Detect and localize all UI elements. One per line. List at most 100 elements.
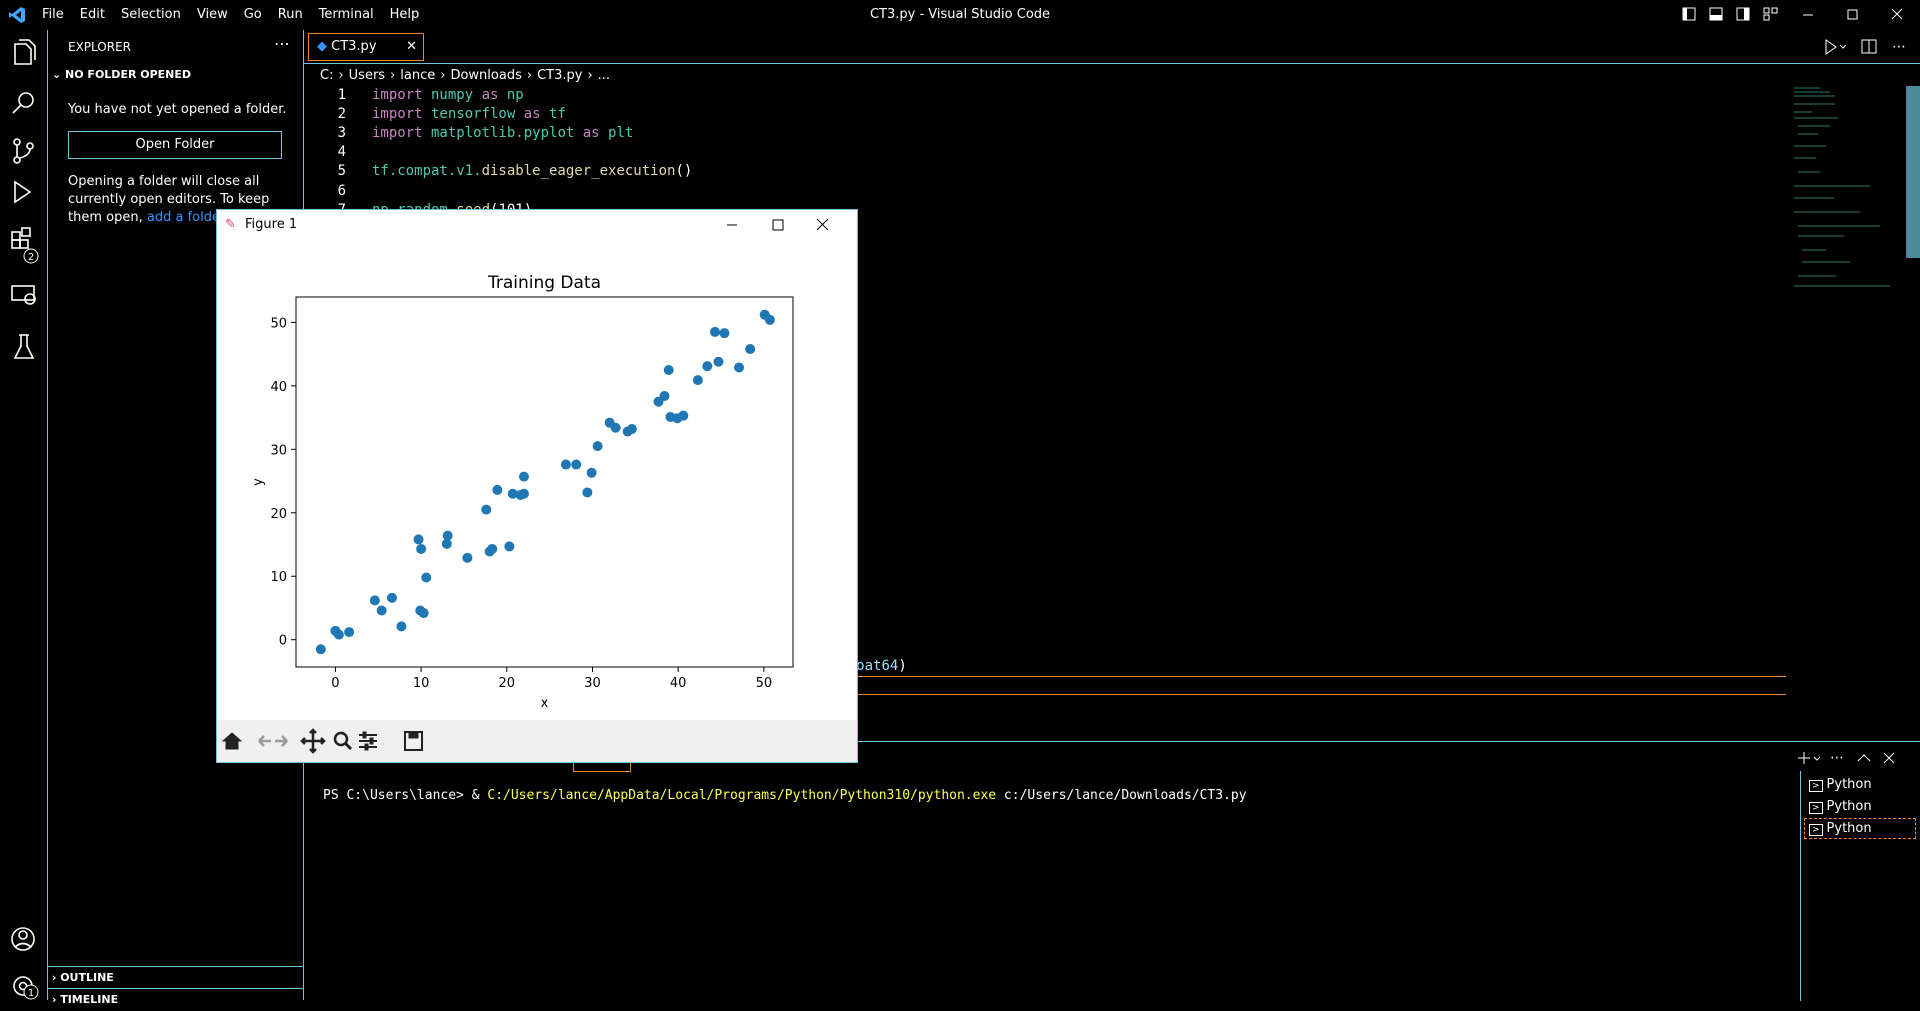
terminal-icon: > [1809, 802, 1823, 814]
scatter-point [369, 595, 380, 606]
breadcrumb-item[interactable]: ... [597, 68, 611, 83]
highlight-line [850, 676, 1786, 677]
menu-item[interactable]: File [42, 7, 64, 22]
scatter-point [376, 605, 387, 616]
breadcrumb-item[interactable]: lance [400, 68, 436, 83]
add-folder-link[interactable]: add a folder [146, 210, 226, 225]
figure-controls[interactable] [717, 215, 857, 235]
terminal-exe: C:/Users/lance/AppData/Local/Programs/Py… [487, 788, 997, 803]
panel-tab-indicator [573, 759, 631, 772]
sidebar-title: EXPLORER [68, 40, 131, 54]
scatter-point [518, 471, 529, 482]
y-tick-label: 20 [270, 507, 287, 522]
note-text: Opening a folder will close all currentl… [68, 174, 270, 225]
svg-text:⋯: ⋯ [1892, 39, 1906, 55]
scatter-point [734, 362, 745, 373]
menu-item[interactable]: Edit [79, 7, 105, 22]
figure-window: ✎ Figure 1 Training Data 0 10 20 30 40 50 0 10 20… [216, 209, 858, 763]
breadcrumb-item[interactable]: Users [348, 68, 386, 83]
message: You have not yet opened a folder. [68, 102, 287, 117]
scatter-point [592, 441, 603, 452]
line-number: 3 [337, 125, 346, 142]
breadcrumb-item[interactable]: C: [320, 68, 334, 83]
chart-title: Training Data [487, 273, 601, 293]
code-token: import [372, 125, 423, 142]
menu-item[interactable]: View [196, 7, 228, 22]
editor-actions[interactable]: ⋯ [1814, 38, 1920, 56]
code-token: () [675, 163, 693, 180]
more-button[interactable]: ⋯ [274, 34, 290, 53]
scatter-point [315, 644, 326, 655]
terminal-tab[interactable]: > Python [1804, 818, 1916, 839]
figure-titlebar: ✎ Figure 1 [217, 210, 857, 240]
svg-text:⋯: ⋯ [1830, 750, 1844, 766]
activity-icons[interactable]: 2 1 [0, 30, 47, 1000]
scatter-point [416, 543, 427, 554]
figure-title: Figure 1 [245, 217, 298, 232]
axes-frame [295, 296, 794, 668]
scatter-point [719, 328, 730, 339]
scatter-point [713, 356, 724, 367]
y-tick-label: 50 [270, 316, 287, 331]
figure-icon: ✎ [225, 217, 236, 232]
line-number: 4 [337, 144, 346, 161]
code-token: as [523, 106, 541, 123]
code-token: numpy [422, 87, 482, 103]
x-tick-label: 20 [499, 676, 516, 691]
menu-item[interactable]: Help [389, 7, 420, 22]
plot: Training Data 0 10 20 30 40 50 0 10 20 30 40 50 x y [251, 273, 794, 711]
window-controls[interactable] [1680, 5, 1920, 25]
scatter-point [442, 530, 453, 541]
section-header[interactable]: ⌄ NO FOLDER OPENED [52, 68, 192, 81]
line-number: 1 [337, 87, 346, 103]
terminal-tab[interactable]: > Python [1805, 775, 1915, 794]
scatter-point [659, 391, 670, 402]
line-number: 2 [337, 106, 346, 123]
terminal-line: PS C:\Users\lance> & C:/Users/lance/AppD… [323, 788, 1247, 803]
toolbar-icons[interactable] [217, 720, 457, 762]
breadcrumb-item[interactable]: Downloads [450, 68, 522, 83]
menu-item[interactable]: Terminal [318, 7, 374, 22]
x-tick-label: 30 [584, 676, 601, 691]
panel-actions[interactable]: ⋯ [1794, 748, 1920, 768]
breadcrumb-item[interactable]: CT3.py [537, 68, 583, 83]
code-token: tensorflow [422, 106, 524, 123]
code-token: np [498, 87, 524, 103]
scatter-point [663, 364, 674, 375]
code-token: as [582, 125, 600, 142]
scatter-point [626, 424, 637, 435]
outline-header[interactable]: › OUTLINE [48, 966, 303, 989]
scatter-point [764, 314, 775, 325]
y-tick-label: 0 [279, 634, 287, 649]
open-folder-button[interactable]: Open Folder [68, 131, 282, 159]
terminal-icon: > [1809, 780, 1823, 792]
scatter-point [586, 467, 597, 478]
menu-item[interactable]: Go [243, 7, 262, 22]
scatter-point [333, 629, 344, 640]
scatter-point [710, 326, 721, 337]
terminal-list: > Python > Python > Python [1800, 771, 1920, 1001]
menu-item[interactable]: Selection [120, 7, 181, 22]
tab-close[interactable]: ✕ [406, 39, 417, 54]
x-tick-label: 10 [413, 676, 430, 691]
minimap[interactable] [1790, 86, 1920, 746]
title-bar: File Edit Selection View Go Run Terminal Help C… [0, 0, 1920, 30]
menu-bar: File Edit Selection View Go Run Terminal Help [42, 7, 435, 22]
terminal-tab[interactable]: > Python [1805, 797, 1915, 816]
editor-tab[interactable]: ◆ CT3.py ✕ [308, 33, 424, 61]
scatter-point [418, 608, 429, 619]
scatter-point [518, 488, 529, 499]
note: Opening a folder will close all currentl… [68, 173, 290, 227]
code-token: import [372, 87, 423, 103]
terminal-tab-label: Python [1826, 777, 1872, 792]
breadcrumb-separator: › [390, 68, 396, 83]
x-tick-label: 0 [331, 676, 339, 691]
scatter-point [610, 422, 621, 433]
window-title: CT3.py - Visual Studio Code [869, 7, 1051, 22]
x-axis-label: x [541, 696, 549, 711]
y-tick-label: 40 [270, 380, 287, 395]
x-tick-label: 40 [670, 676, 687, 691]
breadcrumb-separator: › [526, 68, 533, 83]
menu-item[interactable]: Run [277, 7, 303, 22]
